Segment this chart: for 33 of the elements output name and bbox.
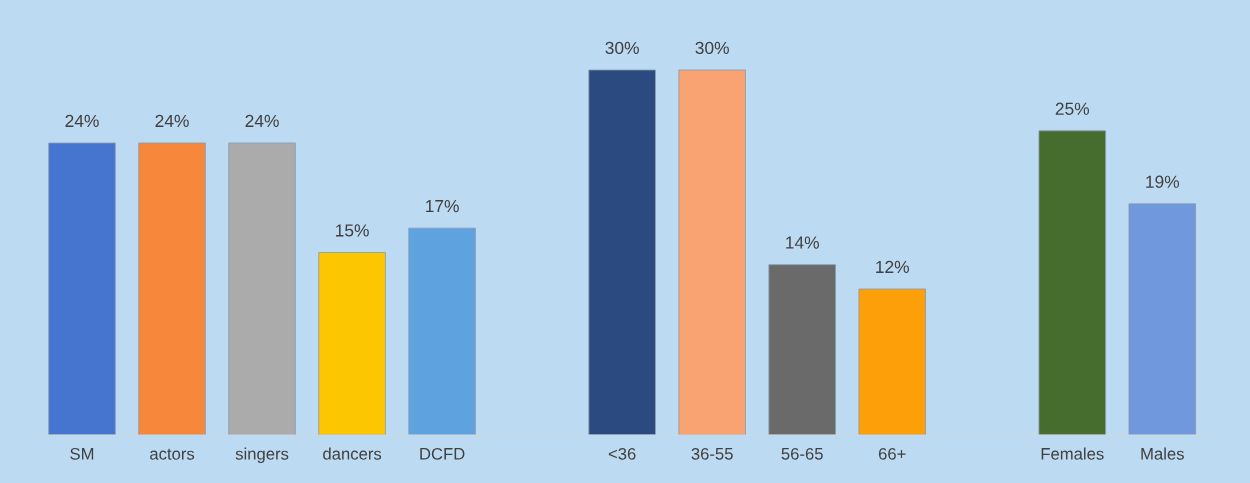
bar [1038, 130, 1106, 435]
x-tick-label: DCFD [420, 447, 465, 460]
data-label: 17% [426, 200, 459, 213]
x-tick-label: 66+ [878, 447, 906, 460]
data-label: 25% [1055, 102, 1090, 115]
data-label: 14% [786, 236, 819, 249]
bar [138, 142, 206, 435]
bar [678, 69, 746, 435]
bar [228, 142, 296, 435]
bar [408, 227, 476, 435]
data-label: 15% [336, 224, 369, 237]
bar [1128, 203, 1197, 435]
x-tick-label: dancers [323, 447, 382, 460]
data-label: 24% [65, 114, 99, 127]
x-tick-label: <36 [608, 447, 636, 460]
bar [768, 264, 836, 435]
data-label: 30% [605, 41, 639, 55]
bar [48, 142, 116, 435]
x-tick-label: Males [1141, 447, 1184, 460]
x-tick-label: 56-65 [781, 447, 823, 460]
data-label: 19% [1146, 175, 1180, 188]
x-tick-label: singers [235, 447, 289, 464]
x-tick-label: Females [1041, 447, 1104, 460]
bar [858, 288, 926, 435]
bar [318, 252, 386, 435]
data-label: 24% [245, 114, 279, 127]
data-label: 24% [155, 114, 189, 127]
x-tick-label: SM [70, 447, 94, 460]
x-tick-label: actors [150, 448, 195, 460]
bar [588, 69, 656, 435]
data-label: 30% [695, 41, 729, 55]
x-tick-label: 36-55 [691, 447, 733, 460]
data-label: 12% [876, 260, 909, 273]
